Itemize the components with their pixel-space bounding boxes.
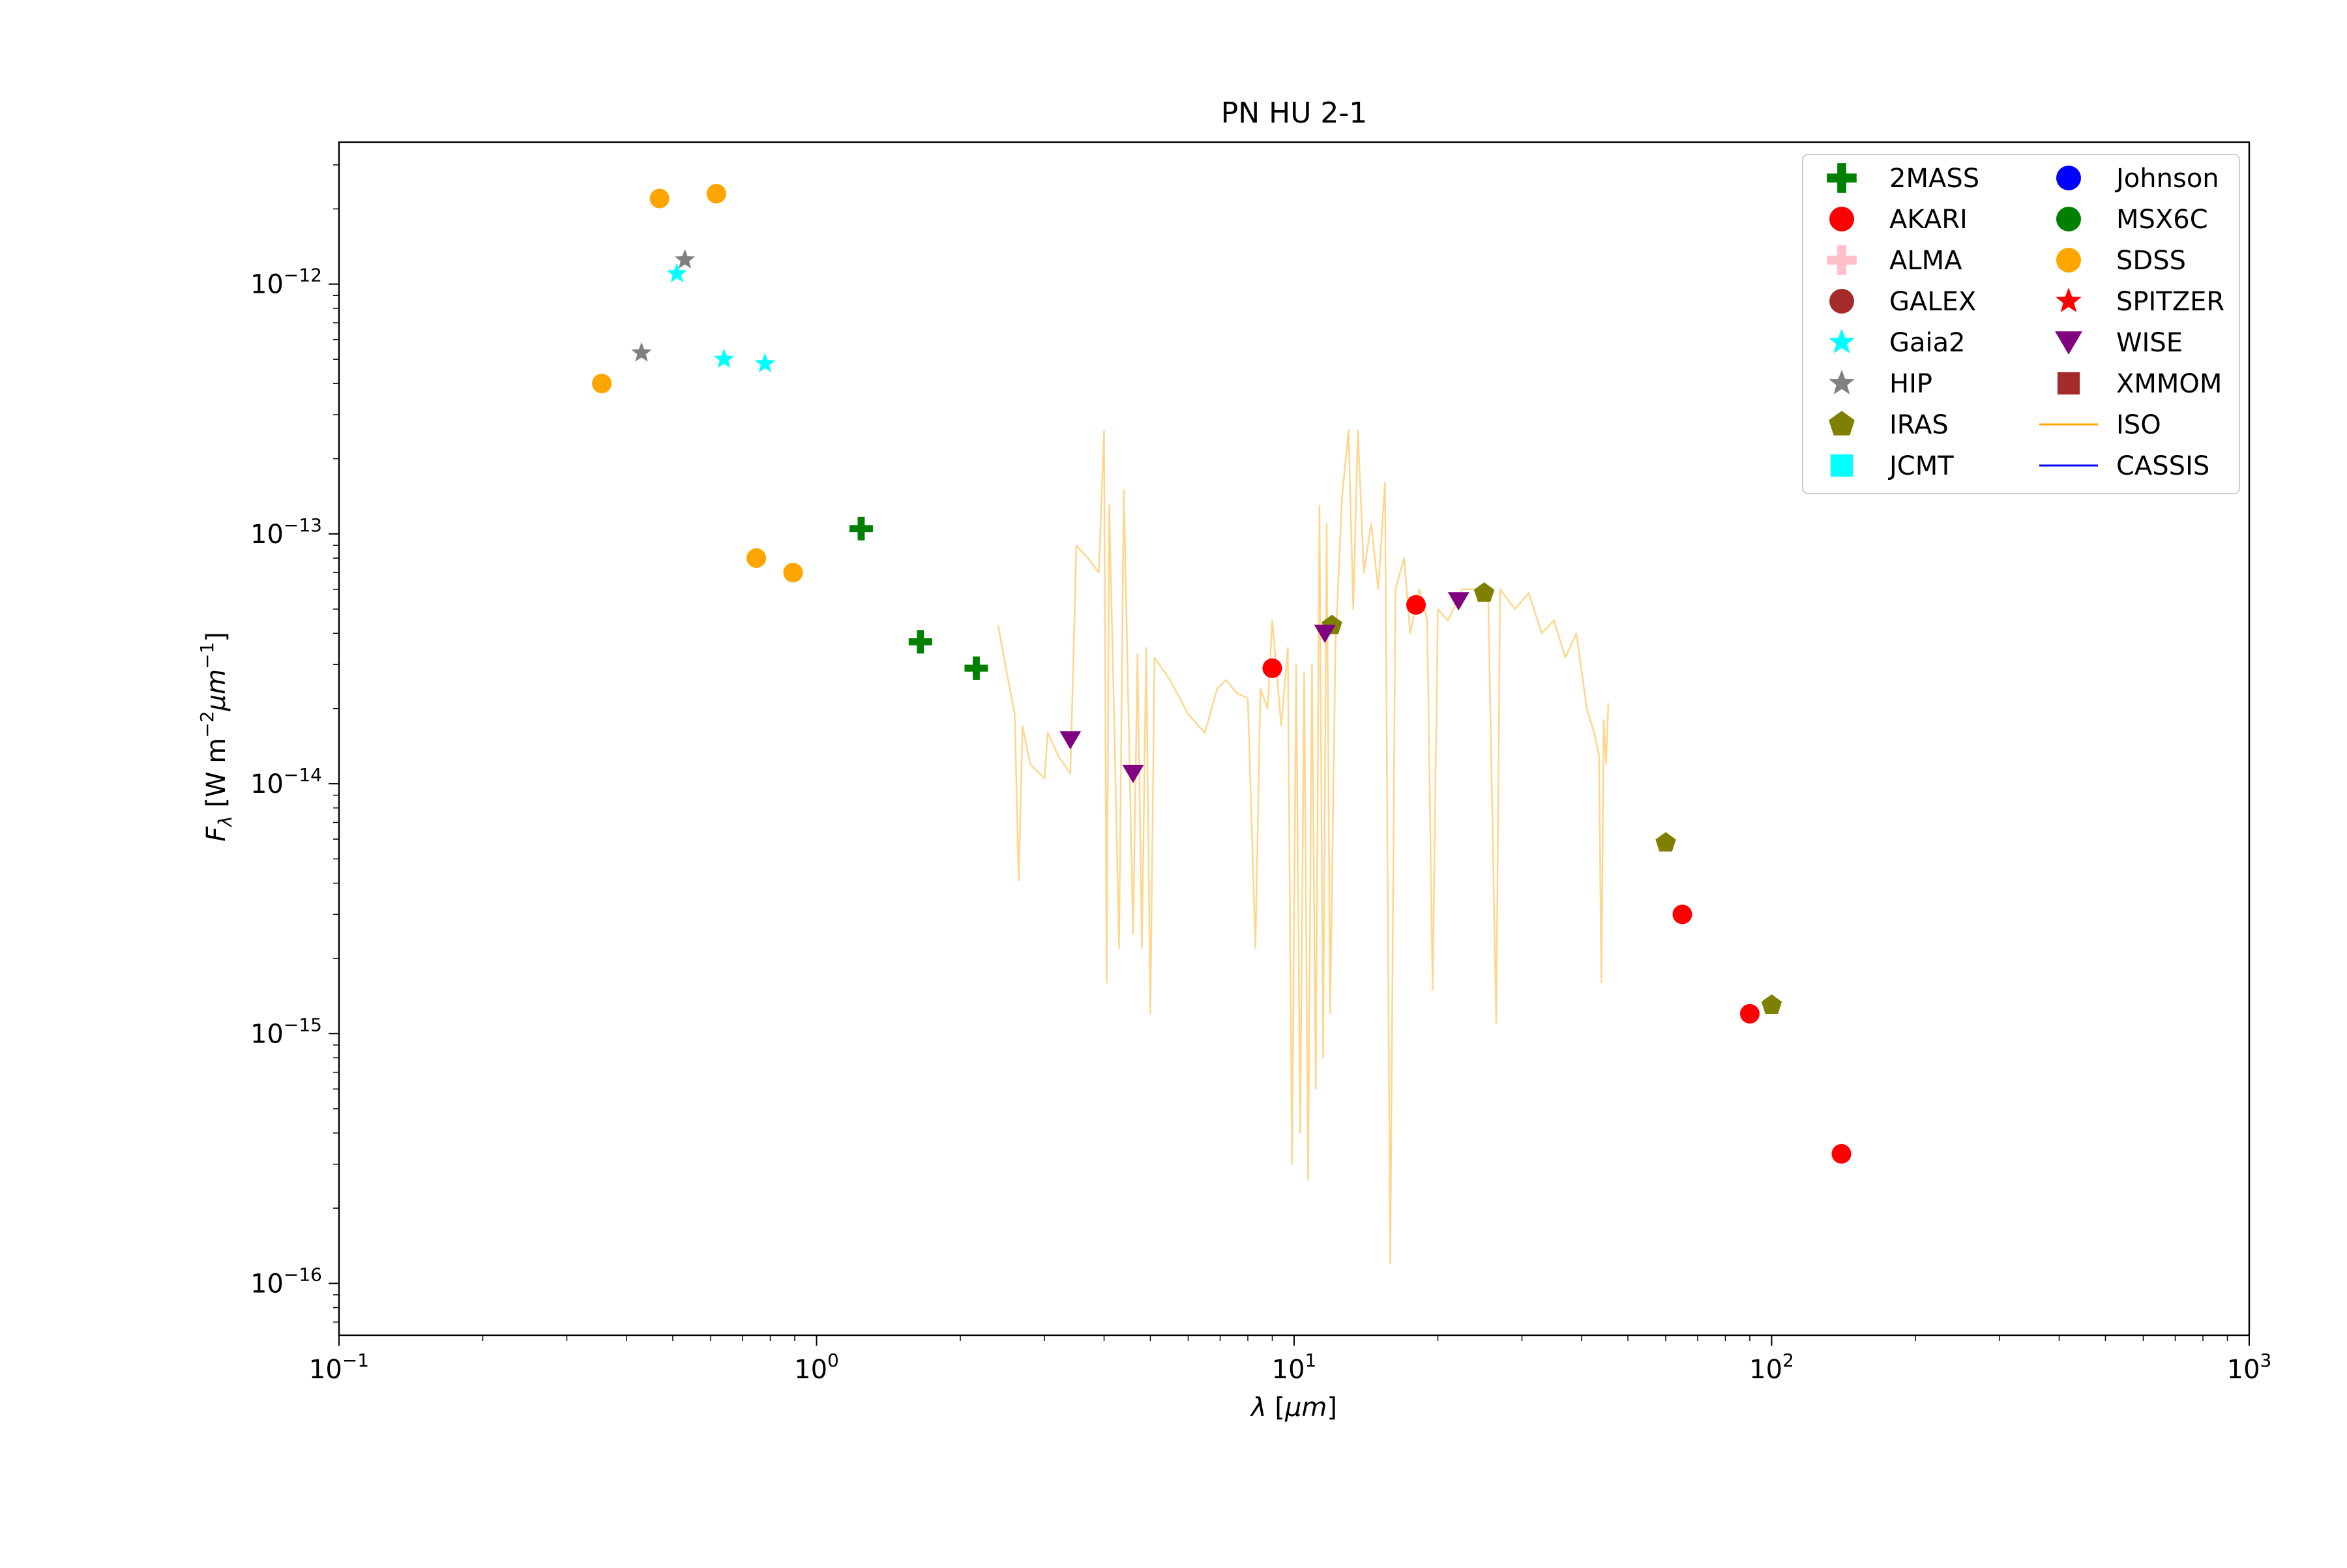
legend-marker <box>1830 454 1853 477</box>
data-point-akari <box>1831 1144 1852 1164</box>
legend-marker <box>2056 248 2081 273</box>
legend-entry-hip: HIP <box>1829 369 1932 399</box>
data-point-2mass <box>849 516 873 540</box>
data-point-iras <box>1761 994 1782 1014</box>
legend-marker <box>2057 372 2080 395</box>
y-axis-label: Fλ [W m−2μm−1] <box>196 632 236 842</box>
data-point-wise <box>1122 765 1144 784</box>
data-point-sdss <box>783 563 803 583</box>
x-tick-label: 101 <box>1272 1350 1317 1385</box>
data-point-akari <box>1672 904 1692 925</box>
legend-entry-cassis: CASSIS <box>2039 451 2209 481</box>
data-point-iras <box>1473 582 1495 602</box>
x-axis: 10−1 100 101 102 103 <box>309 1335 2271 1385</box>
series-line-iso <box>997 429 1610 1265</box>
legend-entry-sdss: SDSS <box>2056 246 2186 276</box>
legend-marker <box>1827 163 1857 193</box>
legend-entry-wise: WISE <box>2055 328 2183 358</box>
legend-label: MSX6C <box>2116 205 2208 235</box>
legend-label: WISE <box>2116 328 2183 358</box>
data-point-2mass <box>908 630 932 654</box>
legend-entry-johnson: Johnson <box>2056 164 2219 194</box>
y-tick-label: 10−16 <box>250 1264 322 1299</box>
legend-marker <box>1829 289 1854 314</box>
legend-label: SPITZER <box>2116 287 2224 317</box>
legend-marker <box>2055 331 2082 355</box>
legend-marker <box>1827 245 1857 275</box>
legend: 2MASS AKARI ALMA GALEX Gaia2 HIP IRAS JCMT Johns… <box>1802 154 2240 494</box>
legend-label: SDSS <box>2116 246 2186 276</box>
legend-entry-iso: ISO <box>2039 410 2161 440</box>
data-point-wise <box>1314 625 1336 643</box>
legend-entry-alma: ALMA <box>1827 245 1962 276</box>
legend-entry-msx6c: MSX6C <box>2056 205 2208 235</box>
legend-entry-2mass: 2MASS <box>1827 163 1979 194</box>
data-point-gaia2 <box>713 348 735 368</box>
y-tick-label: 10−13 <box>250 514 322 550</box>
legend-marker <box>1829 411 1855 436</box>
legend-label: Johnson <box>2114 164 2219 194</box>
x-tick-label: 10−1 <box>309 1350 369 1385</box>
legend-label: HIP <box>1889 369 1932 399</box>
data-point-2mass <box>964 656 988 680</box>
legend-label: Gaia2 <box>1889 328 1966 358</box>
legend-marker <box>2056 166 2081 190</box>
legend-entry-galex: GALEX <box>1829 287 1976 317</box>
data-point-akari <box>1739 1003 1760 1024</box>
legend-marker <box>1829 370 1855 394</box>
data-point-sdss <box>592 374 612 394</box>
y-tick-label: 10−15 <box>250 1014 322 1049</box>
data-point-wise <box>1447 592 1469 611</box>
data-point-akari <box>1262 658 1282 678</box>
data-point-sdss <box>649 188 670 209</box>
y-tick-label: 10−12 <box>250 265 322 300</box>
data-point-iras <box>1655 832 1676 852</box>
plot-area <box>338 141 2251 1337</box>
legend-label: IRAS <box>1889 410 1949 440</box>
legend-box <box>1802 154 2240 494</box>
legend-label: 2MASS <box>1889 164 1979 194</box>
legend-entry-iras: IRAS <box>1829 410 1949 440</box>
chart-title: PN HU 2-1 <box>1221 96 1368 130</box>
data-point-gaia2 <box>754 353 776 373</box>
legend-marker <box>2056 288 2082 312</box>
legend-label: XMMOM <box>2116 369 2222 399</box>
legend-entry-jcmt: JCMT <box>1830 451 1954 481</box>
data-point-sdss <box>706 184 726 204</box>
y-axis: 10−16 10−15 10−14 10−13 10−12 <box>250 164 339 1323</box>
legend-label: GALEX <box>1889 287 1976 317</box>
legend-label: AKARI <box>1889 205 1968 235</box>
legend-entry-spitzer: SPITZER <box>2056 287 2224 317</box>
legend-entry-gaia2: Gaia2 <box>1829 328 1966 358</box>
legend-entry-xmmom: XMMOM <box>2057 369 2222 399</box>
legend-label: CASSIS <box>2116 451 2209 481</box>
x-tick-label: 102 <box>1749 1350 1794 1385</box>
x-axis-label: λ [μm] <box>1250 1393 1337 1423</box>
legend-label: ALMA <box>1889 246 1962 276</box>
x-tick-label: 103 <box>2227 1350 2272 1385</box>
data-point-sdss <box>746 548 767 569</box>
data-point-hip <box>631 342 652 362</box>
legend-label: JCMT <box>1887 451 1954 481</box>
x-tick-label: 100 <box>794 1350 839 1385</box>
legend-marker <box>1829 207 1854 231</box>
data-point-gaia2 <box>666 263 687 283</box>
legend-label: ISO <box>2116 410 2161 440</box>
legend-marker <box>2056 207 2081 231</box>
data-point-wise <box>1059 731 1082 750</box>
y-tick-label: 10−14 <box>250 764 322 799</box>
data-point-akari <box>1406 595 1426 615</box>
legend-marker <box>1829 329 1855 353</box>
legend-entry-akari: AKARI <box>1829 205 1968 235</box>
data-point-hip <box>674 249 696 269</box>
